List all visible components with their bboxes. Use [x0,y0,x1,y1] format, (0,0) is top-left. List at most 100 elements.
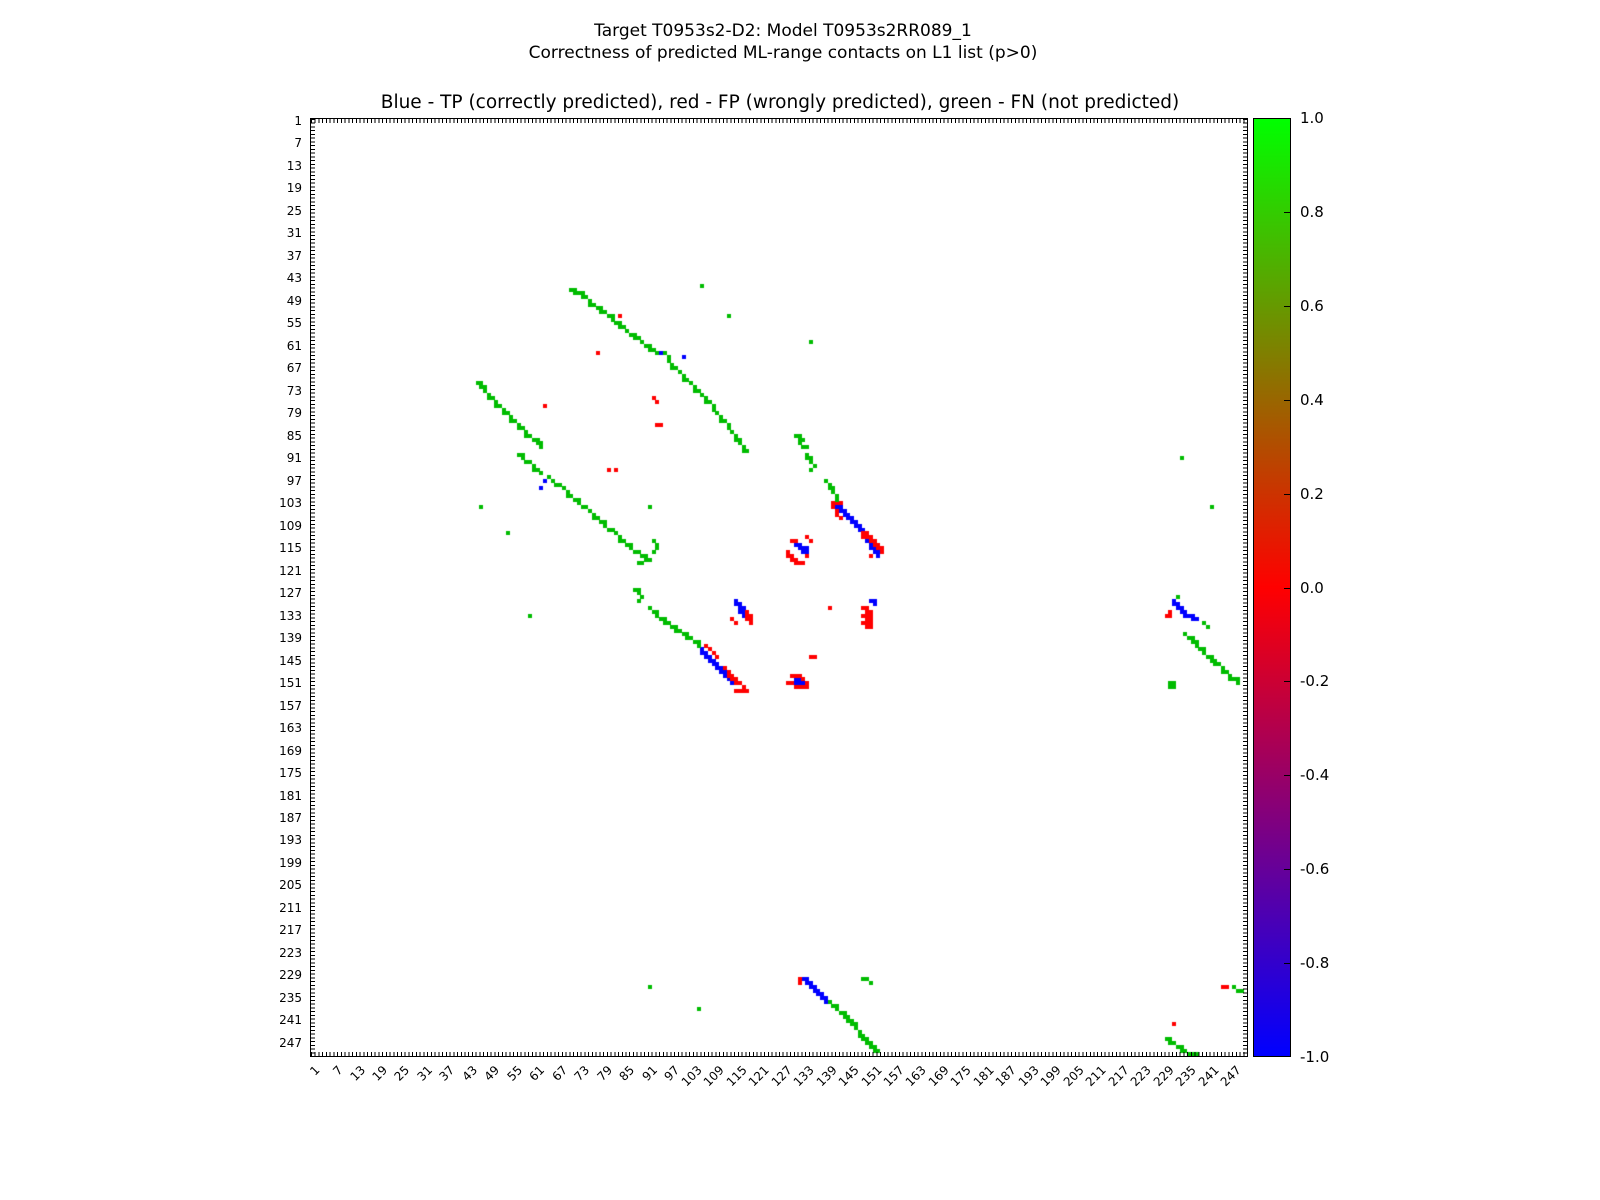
y-tick-label: 223 [279,945,302,960]
x-tick-label: 175 [948,1063,975,1090]
y-tick-label: 193 [279,833,302,848]
x-tick-label: 85 [616,1063,638,1084]
x-tick-label: 43 [459,1063,481,1084]
colorbar-tick-mark [1284,493,1290,495]
y-tick-label: 205 [279,878,302,893]
y-tick-label: 31 [286,226,302,241]
y-tick-label: 25 [286,203,302,218]
figure-suptitle: Target T0953s2-D2: Model T0953s2RR089_1 … [0,20,1566,64]
colorbar-tick-label: 0.6 [1300,296,1324,315]
y-tick-label: 247 [279,1035,302,1050]
y-tick-label: 127 [279,586,302,601]
minor-ticks-top [311,119,1247,123]
x-tick-label: 7 [329,1063,346,1079]
x-tick-label: 121 [745,1063,773,1090]
colorbar-tick-label: -0.2 [1300,672,1330,691]
x-tick-label: 127 [768,1063,795,1090]
x-tick-label: 79 [594,1063,615,1084]
y-tick-label: 97 [286,473,302,488]
minor-ticks-right [1243,119,1247,1056]
y-tick-label: 37 [286,248,302,263]
minor-ticks-left [311,119,315,1056]
x-tick-label: 181 [970,1063,997,1090]
x-tick-label: 115 [723,1063,750,1090]
y-tick-label: 199 [279,855,302,870]
y-tick-label: 67 [286,361,302,376]
colorbar-tick-label: -0.6 [1300,860,1330,879]
y-tick-label: 1 [294,113,302,128]
colorbar-tick-label: 0.8 [1300,202,1324,221]
colorbar-tick-label: -0.4 [1300,766,1330,785]
colorbar-tick-label: 0.0 [1300,578,1324,597]
x-tick-label: 151 [858,1063,885,1090]
y-tick-label: 163 [279,721,302,736]
y-tick-label: 73 [286,383,302,398]
y-tick-label: 7 [294,136,302,151]
y-tick-label: 61 [286,338,302,353]
x-tick-label: 199 [1037,1063,1065,1090]
x-tick-label: 31 [414,1063,436,1084]
x-tick-label: 139 [813,1063,840,1090]
x-tick-label: 157 [880,1063,907,1090]
x-tick-label: 235 [1172,1063,1199,1090]
x-tick-label: 103 [678,1063,705,1090]
suptitle-line-2: Correctness of predicted ML-range contac… [528,43,1038,63]
x-tick-label: 229 [1150,1063,1177,1090]
x-tick-label: 49 [481,1063,503,1084]
colorbar-tick-label: 0.4 [1300,390,1324,409]
colorbar-tick-mark [1284,587,1290,589]
colorbar-tick-mark [1284,869,1290,871]
y-tick-label: 145 [279,653,302,668]
y-tick-label: 109 [279,518,302,533]
x-tick-label: 73 [571,1063,593,1084]
x-tick-label: 169 [925,1063,952,1090]
y-tick-label: 43 [286,271,302,286]
colorbar-tick-mark [1284,963,1290,965]
y-tick-label: 49 [286,293,302,308]
contact-map-canvas [311,119,1247,1056]
y-tick-label: 157 [279,698,302,713]
x-tick-label: 247 [1217,1063,1244,1090]
colorbar-tick-mark [1284,775,1290,777]
colorbar-tick-label: 0.2 [1300,484,1324,503]
colorbar-tick-label: 1.0 [1300,109,1324,127]
y-tick-label: 91 [286,451,302,466]
x-tick-label: 163 [903,1063,930,1090]
x-tick-label: 37 [436,1063,458,1084]
colorbar-tick-mark [1284,305,1290,307]
x-tick-label: 211 [1082,1063,1110,1090]
x-tick-label: 145 [835,1063,862,1090]
x-tick-label: 217 [1105,1063,1132,1090]
x-tick-label: 91 [639,1063,660,1084]
x-tick-label: 205 [1060,1063,1087,1090]
x-tick-label: 109 [701,1063,728,1090]
x-tick-label: 133 [790,1063,817,1090]
colorbar-tick-mark [1284,118,1290,119]
y-tick-label: 103 [279,496,302,511]
x-tick-label: 25 [391,1063,413,1084]
y-tick-label: 151 [279,676,302,691]
y-tick-label: 169 [279,743,302,758]
colorbar-tick-label: -0.8 [1300,954,1330,973]
x-tick-label: 67 [549,1063,570,1084]
x-tick-label: 187 [993,1063,1020,1090]
y-tick-label: 229 [279,968,302,983]
suptitle-line-1: Target T0953s2-D2: Model T0953s2RR089_1 [594,21,972,41]
y-tick-label: 235 [279,990,302,1005]
colorbar-tick-label: -1.0 [1300,1048,1330,1066]
y-tick-label: 19 [286,181,302,196]
contact-map-plot [310,118,1248,1057]
y-tick-label: 13 [286,158,302,173]
colorbar-tick-mark [1284,1056,1290,1057]
colorbar-tick-mark [1284,211,1290,213]
y-tick-label: 55 [286,316,302,331]
y-tick-label: 187 [279,811,302,825]
x-tick-label: 55 [504,1063,525,1084]
y-tick-label: 139 [279,631,302,646]
x-tick-label: 13 [346,1063,368,1084]
x-tick-label: 1 [307,1063,323,1079]
minor-ticks-bottom [311,1052,1247,1056]
x-tick-label: 19 [369,1063,391,1084]
y-tick-label: 85 [286,428,302,443]
